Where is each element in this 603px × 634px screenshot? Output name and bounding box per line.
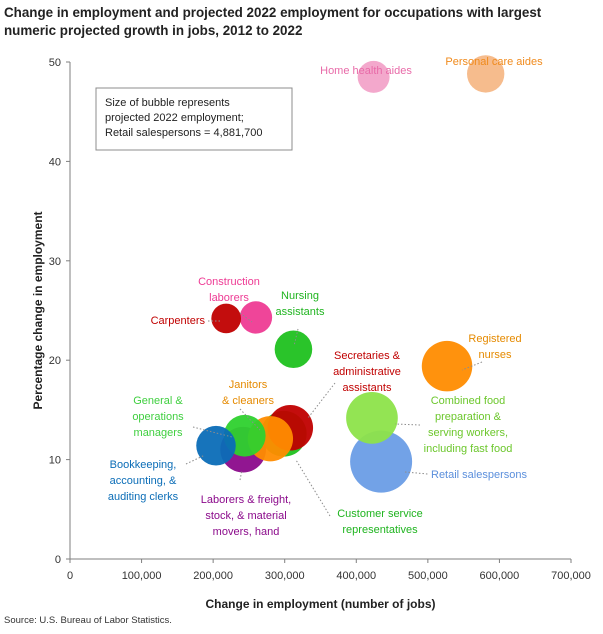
bubble-label: General & [133, 395, 183, 407]
bubble-12 [196, 425, 236, 466]
bubble-label: accounting, & [110, 475, 177, 487]
bubble-1 [467, 55, 505, 93]
note-line: Retail salespersons = 4,881,700 [105, 127, 262, 139]
x-tick-label: 300,000 [265, 570, 305, 582]
bubble-label: representatives [342, 524, 418, 536]
bubble-2 [357, 60, 390, 93]
leader-line [293, 328, 299, 347]
bubble-label: managers [134, 427, 183, 439]
y-tick-label: 40 [49, 156, 61, 168]
bubble-label: Home health aides [320, 65, 412, 77]
bubble-label: Personal care aides [445, 56, 543, 68]
bubble-label: Retail salespersons [431, 469, 527, 481]
y-tick-label: 50 [49, 57, 61, 69]
bubble-3 [211, 303, 242, 334]
bubble-label: serving workers, [428, 427, 508, 439]
bubble-label: stock, & material [205, 510, 286, 522]
chart-title: Change in employment and projected 2022 … [4, 5, 542, 38]
bubble-label: including fast food [424, 443, 513, 455]
leader-line [239, 312, 253, 323]
bubble-label: operations [132, 411, 184, 423]
leader-line [461, 361, 483, 371]
x-tick-label: 700,000 [551, 570, 591, 582]
y-tick-label: 20 [49, 355, 61, 367]
bubble-label: Carpenters [151, 315, 206, 327]
x-tick-label: 400,000 [336, 570, 376, 582]
bubble-label: & cleaners [222, 395, 274, 407]
leader-line [404, 471, 429, 475]
leader-line [239, 469, 243, 481]
bubble-label: movers, hand [213, 526, 280, 538]
bubble-label: Customer service [337, 508, 423, 520]
bubble-5 [274, 330, 313, 369]
bubble-label: nurses [478, 349, 512, 361]
bubble-label: Combined food [431, 395, 506, 407]
leader-line [185, 454, 206, 465]
bubble-label: Construction [198, 276, 260, 288]
y-tick-label: 0 [55, 554, 61, 566]
bubble-label: administrative [333, 366, 401, 378]
note-line: Size of bubble represents [105, 97, 230, 109]
bubble-label: Bookkeeping, [110, 459, 177, 471]
bubble-label: Secretaries & [334, 350, 401, 362]
x-tick-label: 600,000 [480, 570, 520, 582]
x-tick-label: 0 [67, 570, 73, 582]
note-box [95, 87, 293, 151]
bubble-label: preparation & [435, 411, 502, 423]
leader-line [239, 408, 261, 431]
leader-line [307, 382, 336, 419]
bubble-label: laborers [209, 292, 249, 304]
bubble-6 [421, 340, 473, 392]
note-line: projected 2022 employment; [105, 112, 244, 124]
bubble-label: auditing clerks [108, 491, 179, 503]
leader-line [394, 423, 421, 426]
bubble-label: assistants [276, 306, 325, 318]
bubble-label: Janitors [229, 379, 268, 391]
bubble-8 [346, 392, 398, 444]
source-note: Source: U.S. Bureau of Labor Statistics. [4, 615, 172, 626]
x-tick-label: 100,000 [122, 570, 162, 582]
bubble-label: Registered [468, 333, 521, 345]
bubble-4 [239, 301, 273, 334]
x-tick-label: 500,000 [408, 570, 448, 582]
leader-line [295, 459, 331, 517]
y-axis-title: Percentage change in employment [31, 211, 45, 409]
y-tick-label: 30 [49, 256, 61, 268]
bubble-label: assistants [343, 382, 392, 394]
bubble-14 [350, 430, 413, 493]
y-tick-label: 10 [49, 455, 61, 467]
x-tick-label: 200,000 [193, 570, 233, 582]
bubble-label: Nursing [281, 290, 319, 302]
x-axis-title: Change in employment (number of jobs) [205, 597, 435, 611]
bubble-label: Laborers & freight, [201, 494, 292, 506]
